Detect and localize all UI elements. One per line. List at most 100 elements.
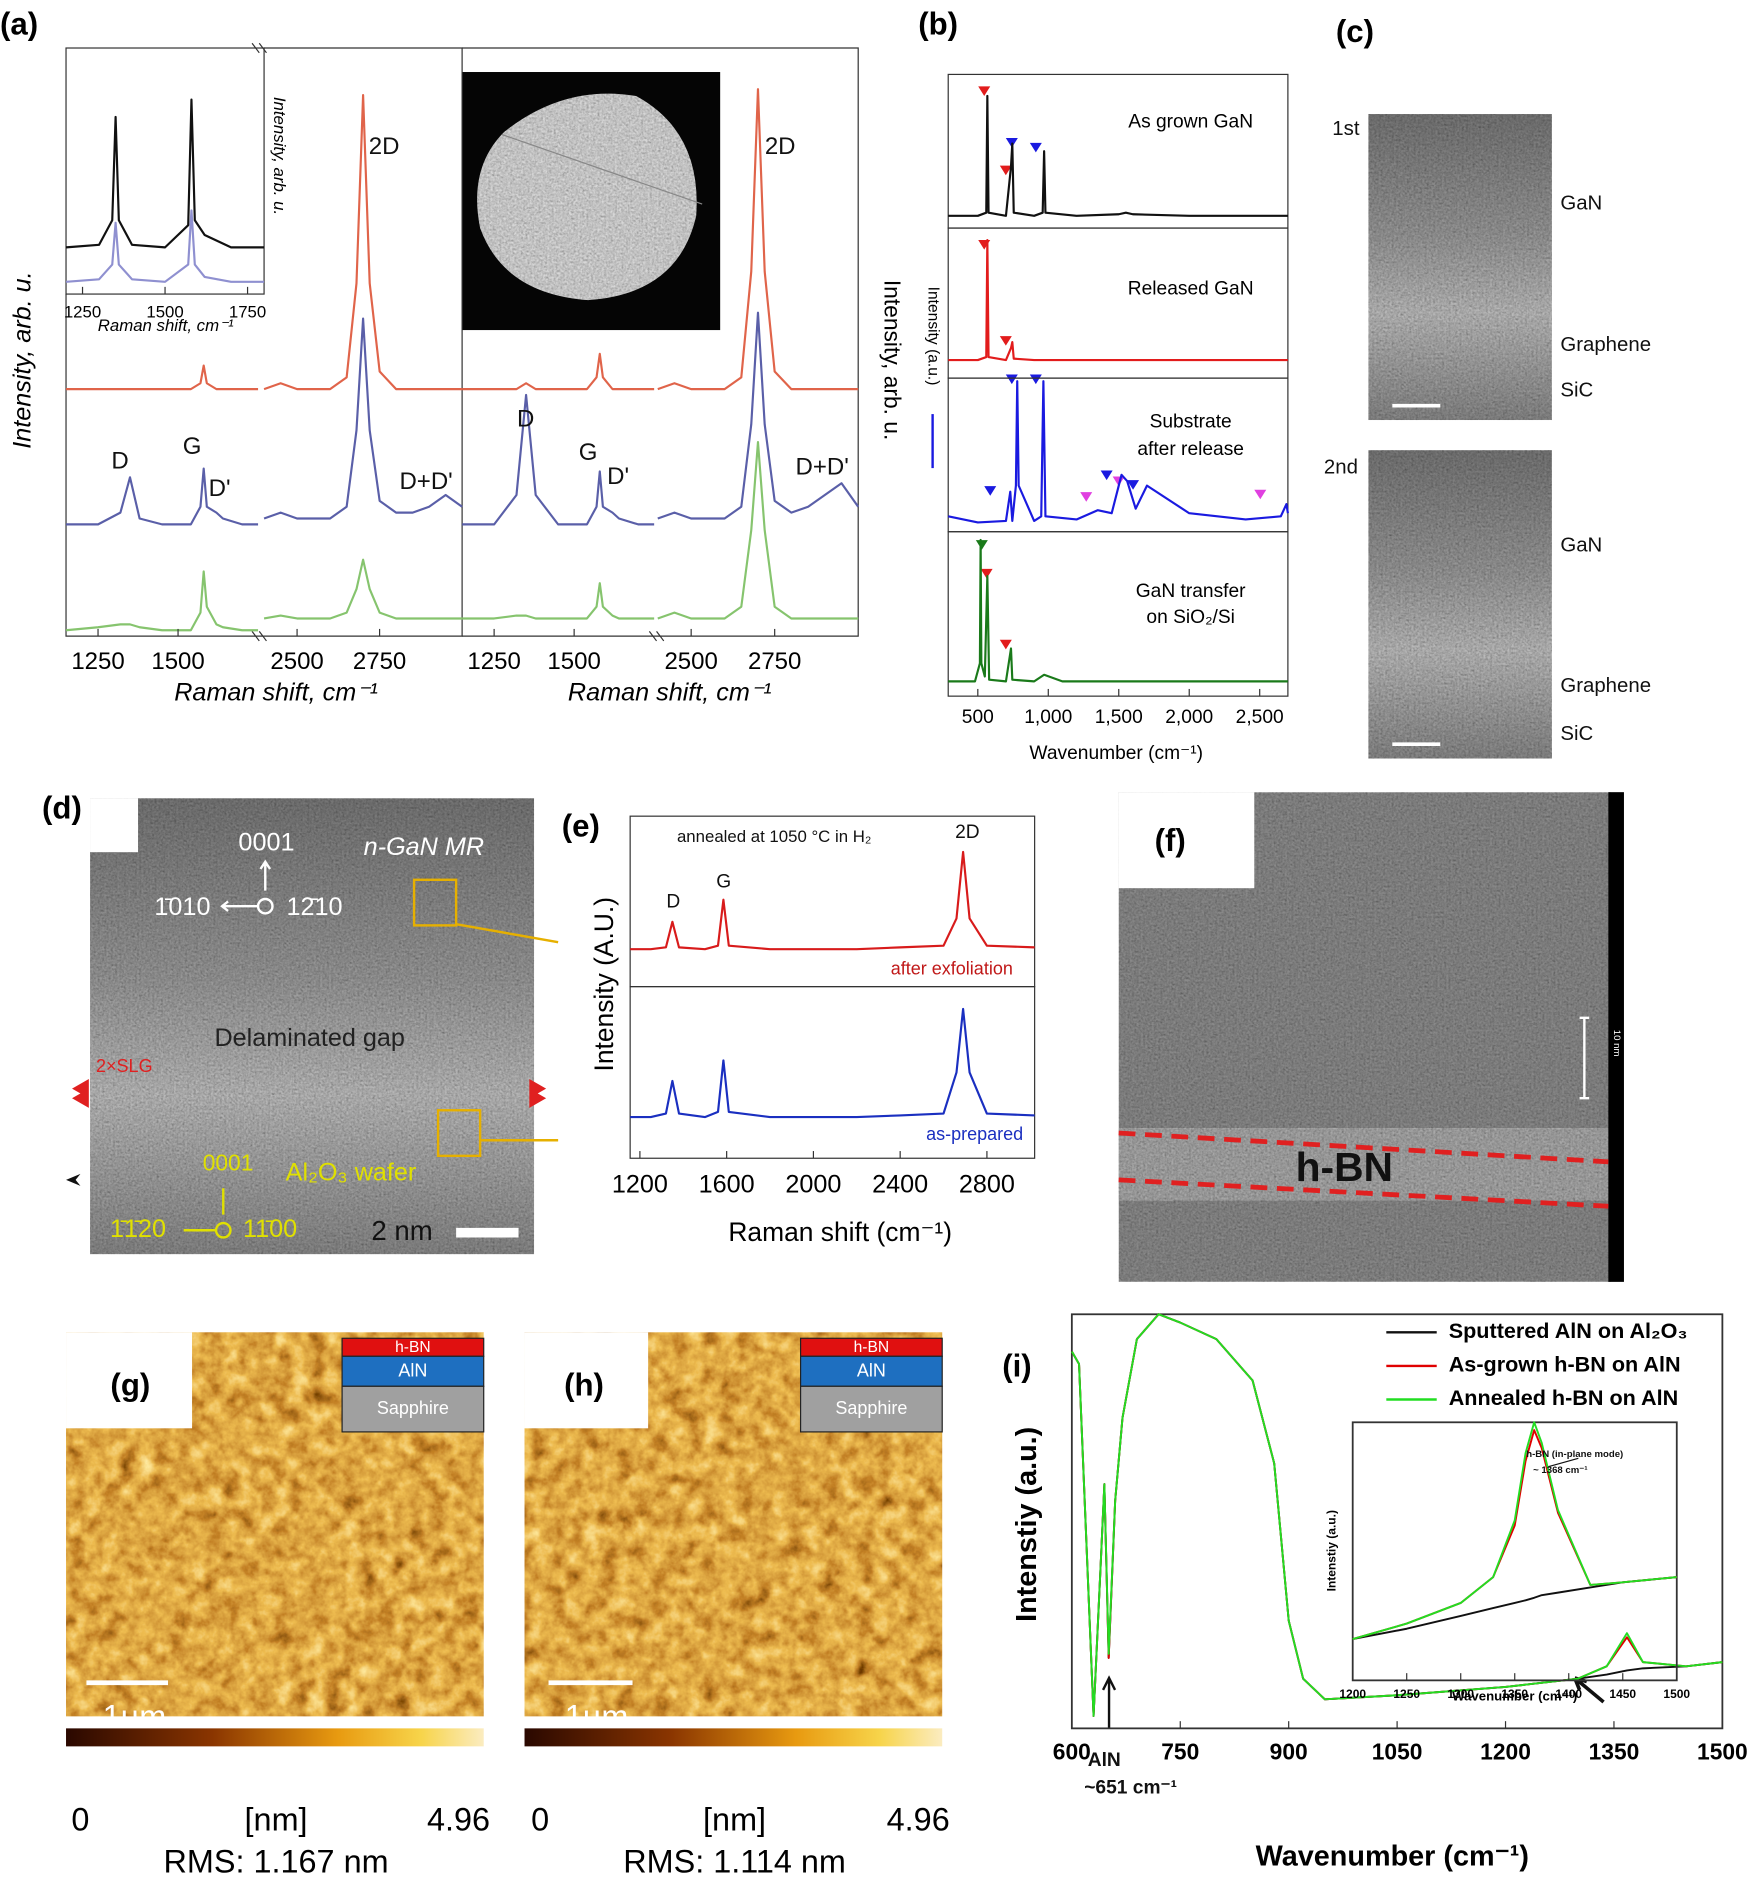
x-axis-label: Raman shift (cm⁻¹)	[728, 1217, 952, 1247]
layer	[341, 1385, 485, 1433]
annotation: ~ 1368 cm⁻¹	[1533, 1465, 1587, 1476]
series-line	[1352, 1576, 1677, 1641]
overlap-label: Intensity (a.u.)	[924, 287, 941, 386]
series-line	[65, 209, 265, 283]
x-axis-label: Wavenumber (cm⁻¹)	[1452, 1689, 1577, 1704]
label: n-GaN MR	[364, 833, 484, 861]
colorbar-label: [nm]	[703, 1802, 766, 1838]
series-line	[263, 317, 463, 520]
x-tick-label: 2750	[353, 648, 406, 675]
x-tick-label: 1500	[547, 648, 600, 675]
zoom-lines	[455, 923, 559, 1142]
label: SiC	[1560, 380, 1593, 402]
label: 1̄010	[154, 893, 210, 921]
plot-frame	[947, 73, 1289, 229]
x-tick-label: 1,000	[1024, 707, 1072, 728]
x-tick-label: 1250	[64, 303, 101, 322]
tem-image	[1368, 114, 1552, 421]
marker	[66, 1173, 81, 1186]
label: Delaminated gap	[214, 1024, 404, 1052]
x-tick-label: 1300	[1447, 1687, 1474, 1701]
roi	[436, 1109, 482, 1158]
layer-label: Sapphire	[377, 1398, 449, 1418]
annotation: D+D'	[796, 453, 849, 480]
label: 0001	[203, 1149, 254, 1175]
layer	[799, 1355, 943, 1387]
series-line	[630, 850, 1035, 951]
axes-icon	[256, 897, 274, 915]
plot-frame	[629, 986, 1036, 1159]
plot-frame	[947, 227, 1289, 379]
crack	[501, 133, 703, 205]
x-tick-label: 1500	[151, 648, 204, 675]
rms: RMS: 1.114 nm	[623, 1844, 846, 1880]
annotation: G	[579, 439, 598, 466]
subplot-title: Released GaN	[1128, 278, 1254, 299]
series-line	[657, 311, 860, 520]
annotation: D'	[607, 463, 629, 490]
legend-label: Annealed h-BN on AlN	[1449, 1385, 1679, 1410]
notch	[524, 1332, 649, 1429]
x-tick-label: 1250	[71, 648, 124, 675]
annotation: D'	[209, 475, 231, 502]
peak-markers	[975, 86, 1267, 650]
panel-label: (g)	[110, 1368, 150, 1403]
arrow	[1548, 1457, 1579, 1468]
x-axis-label: Wavenumber (cm⁻¹)	[1256, 1841, 1529, 1873]
layer-label: h-BN	[395, 1339, 431, 1356]
series-line	[657, 440, 859, 620]
x-tick-label: 500	[962, 707, 994, 728]
hbn-boundary	[1118, 1130, 1609, 1209]
y-axis-label: Intensity, arb. u.	[270, 97, 289, 215]
label: Al₂O₃ wafer	[286, 1159, 417, 1187]
x-tick-label: 600	[1053, 1739, 1091, 1765]
x-tick-label: 2000	[785, 1171, 841, 1199]
label: 2nd	[1324, 456, 1358, 478]
annotation: 2D	[955, 822, 980, 843]
annotation: AlN	[1088, 1750, 1121, 1771]
scale-label: 1µm	[103, 1698, 167, 1734]
annotation: 2D	[369, 133, 400, 160]
annotation: 2D	[765, 133, 796, 160]
x-tick-label: 2500	[664, 648, 717, 675]
x-tick-label: 1500	[1663, 1687, 1690, 1701]
layer	[799, 1385, 943, 1433]
axes-icon	[183, 1188, 225, 1232]
label: 1st	[1332, 118, 1360, 140]
panel-label: (a)	[0, 7, 38, 42]
strip	[1608, 792, 1624, 1282]
series-line	[657, 88, 859, 391]
x-tick-label: 2400	[872, 1171, 928, 1199]
x-axis-label: Wavenumber (cm⁻¹)	[1029, 743, 1203, 764]
afm-h: h-BN AlN Sapphire 1µm 0 [nm] 4.96 RMS: 1…	[524, 1332, 950, 1880]
plot-frame	[947, 531, 1289, 697]
series-line	[947, 380, 1289, 524]
y-axis-label: Intensity (A.U.)	[589, 897, 619, 1072]
subplot-title: GaN transfer	[1136, 581, 1246, 602]
label: 10 nm	[1611, 1030, 1622, 1057]
series-line	[948, 538, 1288, 683]
panel-label: (b)	[918, 7, 958, 42]
series-line	[1071, 1313, 1723, 1717]
x-tick-label: 1050	[1372, 1739, 1423, 1765]
series-line	[462, 352, 655, 391]
panel-label: (i)	[1002, 1349, 1031, 1384]
scale-bar	[1579, 1016, 1590, 1100]
layer-label: AlN	[857, 1361, 886, 1381]
annotation: D	[517, 405, 534, 432]
x-tick-label: 1350	[1501, 1687, 1528, 1701]
series-line	[1352, 1421, 1677, 1640]
x-tick-label: 900	[1270, 1739, 1308, 1765]
x-tick-label: 1450	[1609, 1687, 1636, 1701]
series-line	[263, 558, 463, 620]
tem-image	[90, 798, 535, 1255]
subplot-title: after release	[1137, 439, 1244, 460]
annotation: G	[716, 871, 731, 892]
x-tick-label: 1500	[146, 303, 183, 322]
colorbar	[66, 1728, 484, 1747]
x-tick-label: 1250	[467, 648, 520, 675]
label: 11̄00	[243, 1215, 297, 1243]
annotation: D	[111, 447, 128, 474]
x-tick-label: 1350	[1589, 1739, 1640, 1765]
